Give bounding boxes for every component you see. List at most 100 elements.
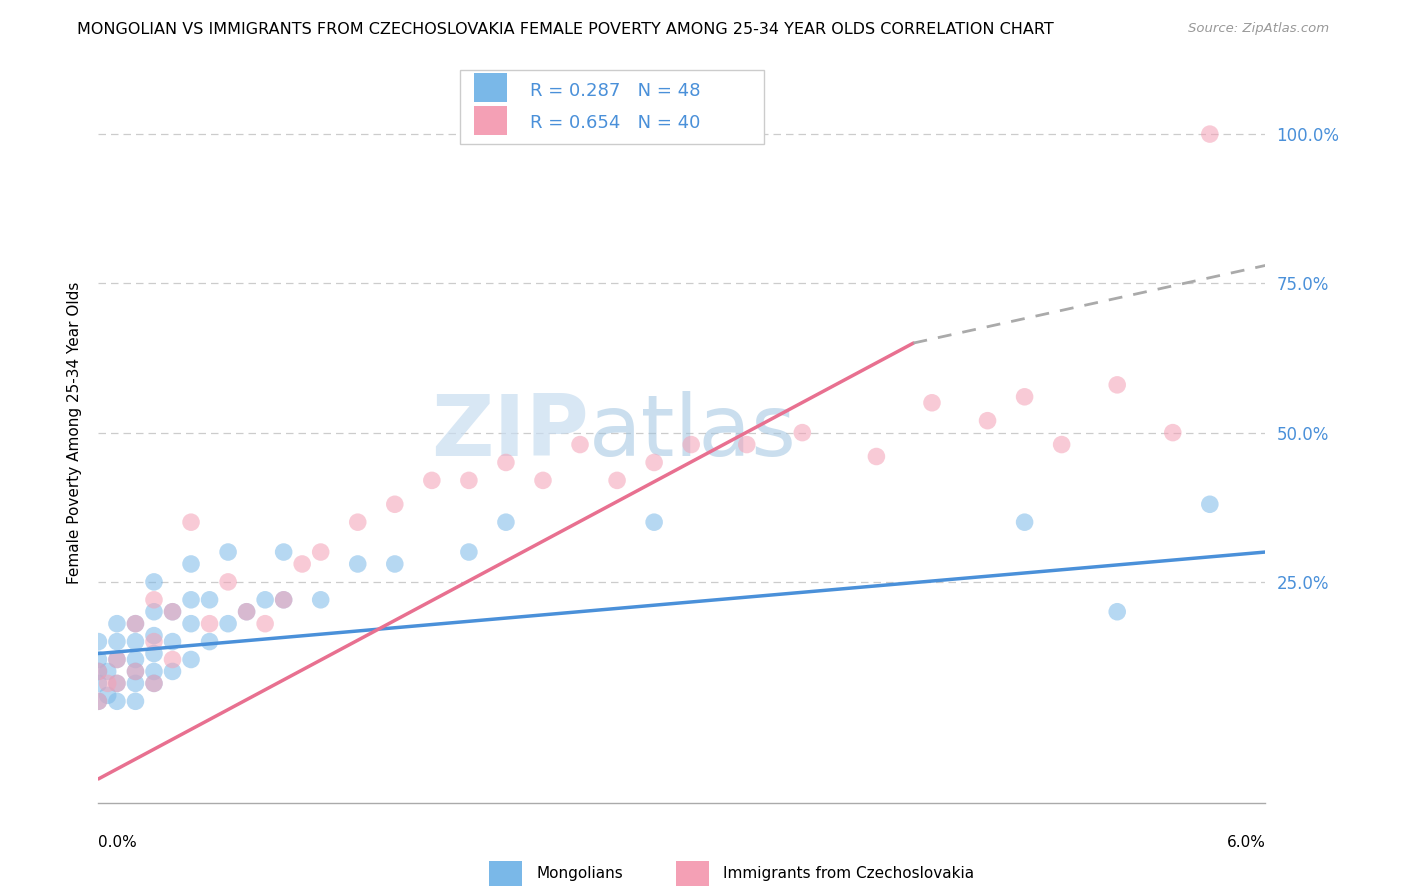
- Point: [105, 616, 128, 631]
- Point: [143, 574, 166, 589]
- Point: [162, 605, 184, 619]
- Point: [273, 592, 295, 607]
- Point: [273, 545, 295, 559]
- Point: [254, 592, 277, 607]
- Point: [105, 694, 128, 708]
- FancyBboxPatch shape: [489, 861, 522, 887]
- Point: [1198, 127, 1220, 141]
- Point: [105, 652, 128, 666]
- Point: [124, 694, 146, 708]
- Point: [143, 665, 166, 679]
- Point: [1014, 390, 1036, 404]
- Point: [346, 515, 368, 529]
- Text: 0.0%: 0.0%: [98, 835, 138, 850]
- Point: [531, 474, 554, 488]
- Point: [198, 616, 221, 631]
- Point: [235, 605, 257, 619]
- Point: [180, 616, 202, 631]
- Text: R = 0.654   N = 40: R = 0.654 N = 40: [530, 114, 700, 132]
- FancyBboxPatch shape: [460, 70, 763, 144]
- Point: [1198, 497, 1220, 511]
- Point: [180, 592, 202, 607]
- Text: ZIP: ZIP: [430, 391, 589, 475]
- Point: [124, 616, 146, 631]
- Point: [87, 676, 110, 690]
- Point: [681, 437, 703, 451]
- Point: [105, 652, 128, 666]
- Point: [180, 652, 202, 666]
- Point: [87, 634, 110, 648]
- Point: [97, 665, 120, 679]
- Point: [1107, 377, 1129, 392]
- Point: [309, 592, 332, 607]
- Point: [162, 634, 184, 648]
- Text: Immigrants from Czechoslovakia: Immigrants from Czechoslovakia: [723, 865, 974, 880]
- Point: [124, 676, 146, 690]
- Point: [143, 592, 166, 607]
- Point: [97, 676, 120, 690]
- Point: [162, 652, 184, 666]
- FancyBboxPatch shape: [474, 72, 508, 102]
- Point: [254, 616, 277, 631]
- Point: [87, 665, 110, 679]
- Text: R = 0.287   N = 48: R = 0.287 N = 48: [530, 81, 700, 100]
- Point: [97, 689, 120, 703]
- Point: [124, 634, 146, 648]
- Point: [124, 616, 146, 631]
- Point: [384, 557, 406, 571]
- Point: [162, 665, 184, 679]
- Point: [569, 437, 592, 451]
- Point: [420, 474, 443, 488]
- Text: MONGOLIAN VS IMMIGRANTS FROM CZECHOSLOVAKIA FEMALE POVERTY AMONG 25-34 YEAR OLDS: MONGOLIAN VS IMMIGRANTS FROM CZECHOSLOVA…: [77, 22, 1054, 37]
- Point: [105, 676, 128, 690]
- Point: [105, 634, 128, 648]
- Point: [162, 605, 184, 619]
- Point: [87, 652, 110, 666]
- Point: [143, 647, 166, 661]
- Point: [309, 545, 332, 559]
- Point: [143, 676, 166, 690]
- Point: [273, 592, 295, 607]
- Point: [1014, 515, 1036, 529]
- Point: [143, 676, 166, 690]
- Point: [1050, 437, 1073, 451]
- Text: Mongolians: Mongolians: [536, 865, 623, 880]
- Point: [1161, 425, 1184, 440]
- Point: [457, 545, 479, 559]
- Point: [495, 515, 517, 529]
- Point: [87, 665, 110, 679]
- Point: [1107, 605, 1129, 619]
- Point: [865, 450, 887, 464]
- Point: [976, 414, 998, 428]
- Point: [124, 665, 146, 679]
- Point: [291, 557, 314, 571]
- Point: [792, 425, 814, 440]
- Text: atlas: atlas: [589, 391, 797, 475]
- Point: [105, 676, 128, 690]
- Point: [198, 634, 221, 648]
- Y-axis label: Female Poverty Among 25-34 Year Olds: Female Poverty Among 25-34 Year Olds: [66, 282, 82, 583]
- Point: [87, 694, 110, 708]
- Text: Source: ZipAtlas.com: Source: ZipAtlas.com: [1188, 22, 1329, 36]
- Point: [384, 497, 406, 511]
- Point: [921, 396, 943, 410]
- Point: [87, 694, 110, 708]
- Point: [457, 474, 479, 488]
- Point: [217, 616, 239, 631]
- Point: [235, 605, 257, 619]
- Point: [143, 634, 166, 648]
- Text: 6.0%: 6.0%: [1226, 835, 1265, 850]
- Point: [124, 652, 146, 666]
- FancyBboxPatch shape: [474, 106, 508, 135]
- Point: [217, 545, 239, 559]
- Point: [198, 592, 221, 607]
- Point: [143, 629, 166, 643]
- Point: [735, 437, 758, 451]
- Point: [180, 557, 202, 571]
- Point: [643, 455, 665, 469]
- Point: [346, 557, 368, 571]
- Point: [180, 515, 202, 529]
- Point: [643, 515, 665, 529]
- Point: [143, 605, 166, 619]
- Point: [495, 455, 517, 469]
